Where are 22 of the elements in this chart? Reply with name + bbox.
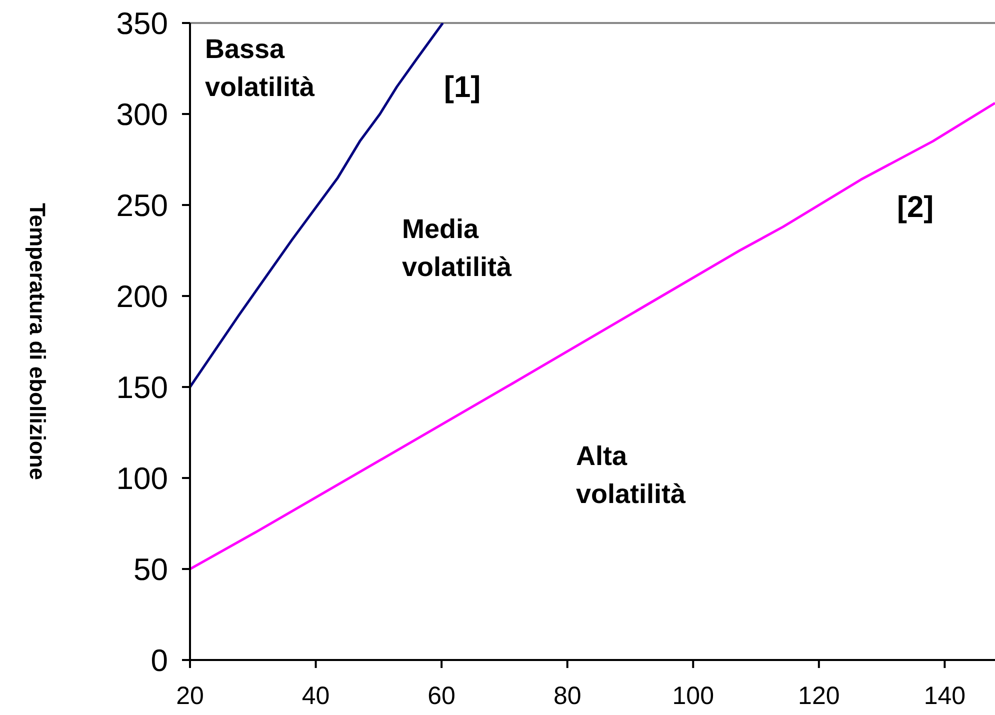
y-tick-label: 200 bbox=[116, 278, 168, 314]
line-series bbox=[190, 102, 995, 570]
annotation: Bassa volatilità bbox=[205, 34, 316, 102]
annotation: [2] bbox=[897, 191, 934, 224]
y-tick-label: 0 bbox=[150, 642, 168, 678]
annotation: Media volatilità bbox=[402, 214, 513, 282]
annotation: [1] bbox=[444, 71, 481, 104]
y-tick-label: 100 bbox=[116, 460, 168, 496]
x-tick-label: 60 bbox=[428, 682, 456, 710]
x-tick-label: 120 bbox=[798, 682, 840, 710]
x-tick-label: 40 bbox=[302, 682, 330, 710]
y-axis-title: Temperatura di ebollizione bbox=[25, 202, 50, 480]
y-tick-label: 250 bbox=[116, 188, 168, 223]
y-tick-label: 300 bbox=[116, 96, 168, 132]
annotation: Alta volatilità bbox=[576, 441, 687, 509]
x-tick-label: 100 bbox=[672, 682, 714, 710]
y-tick-label: 350 bbox=[116, 6, 168, 41]
x-tick-label: 140 bbox=[924, 682, 966, 710]
x-tick-label: 80 bbox=[553, 682, 582, 710]
x-tick-label: 20 bbox=[176, 682, 204, 710]
y-tick-label: 150 bbox=[116, 370, 168, 405]
y-tick-label: 50 bbox=[134, 552, 168, 587]
